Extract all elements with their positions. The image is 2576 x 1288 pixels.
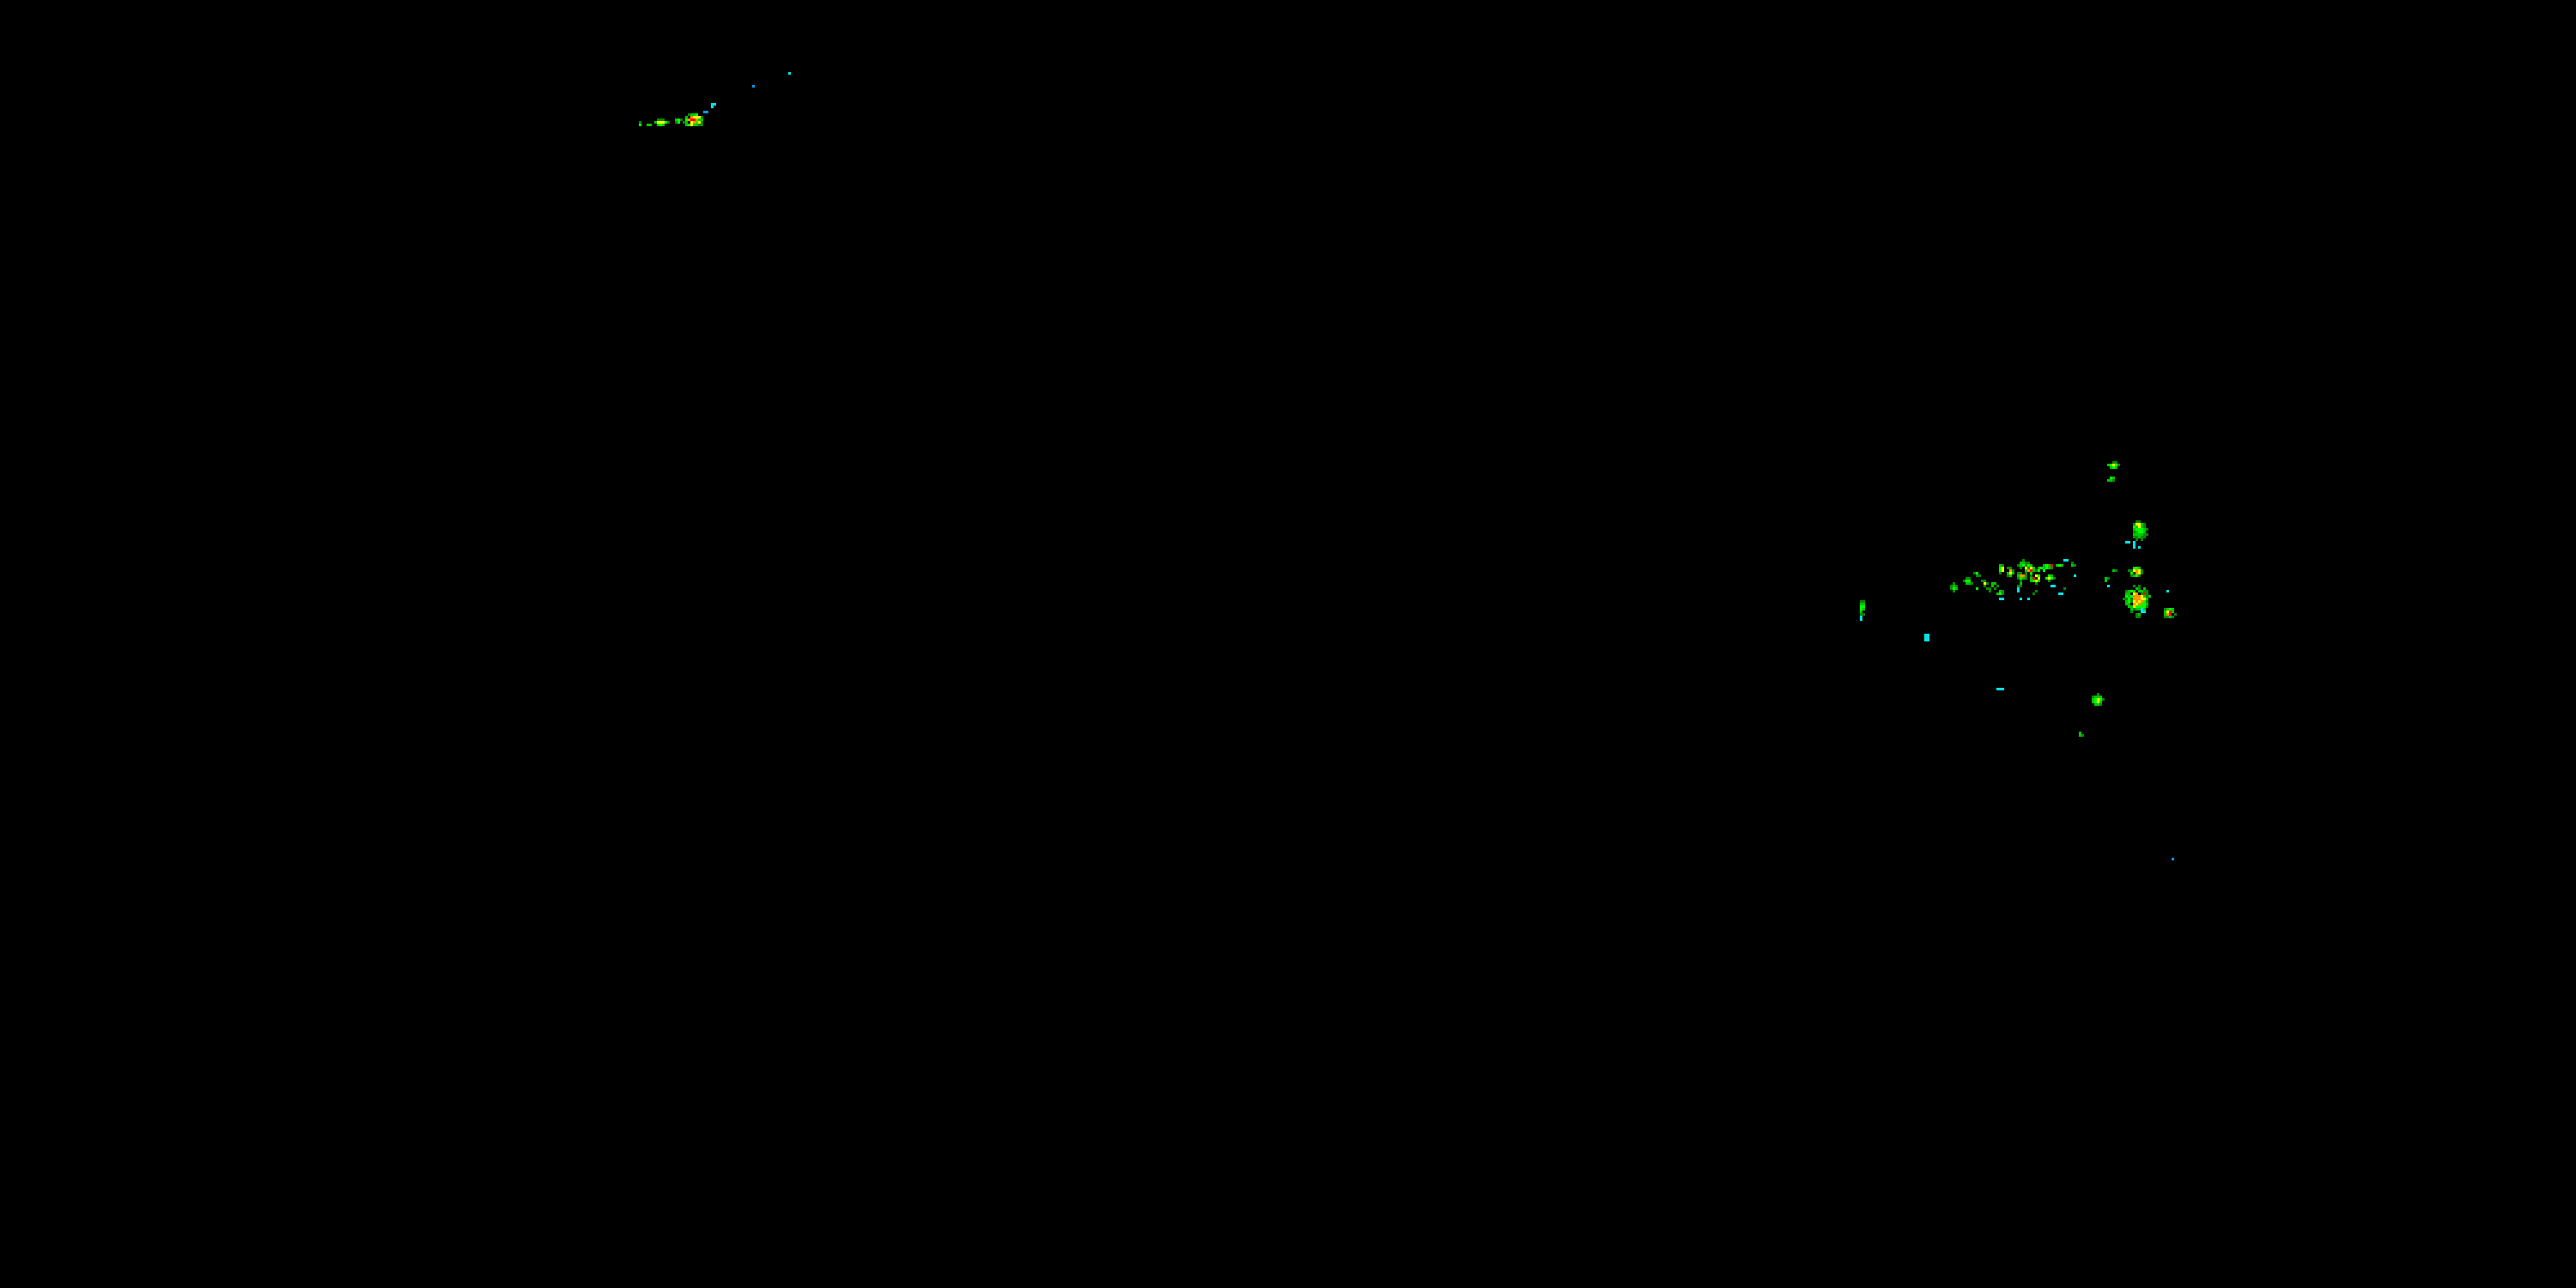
radar-echo xyxy=(2125,541,2141,549)
radar-echo xyxy=(639,121,641,126)
radar-echo xyxy=(752,85,755,88)
radar-echo xyxy=(2079,732,2084,737)
radar-echo xyxy=(1860,616,1862,621)
radar-echo xyxy=(2164,608,2177,618)
radar-echo xyxy=(703,111,708,113)
radar-echo xyxy=(2107,477,2115,482)
radar-echo xyxy=(1981,580,1989,587)
radar-echo xyxy=(2166,590,2169,592)
radar-echo xyxy=(2030,574,2040,585)
radar-echo xyxy=(1924,634,1929,641)
radar-echo xyxy=(1963,577,1973,585)
radar-echo xyxy=(2123,585,2151,616)
radar-echo xyxy=(2007,567,2014,577)
radar-echo xyxy=(2092,693,2105,706)
radar-echo xyxy=(2045,574,2056,582)
radar-echo xyxy=(2172,858,2174,860)
radar-echo xyxy=(2027,598,2030,600)
radar-echo xyxy=(1986,587,1991,592)
radar-echo xyxy=(683,113,703,126)
radar-echo xyxy=(2017,572,2027,582)
radar-echo xyxy=(675,118,683,124)
radar-echo xyxy=(2112,569,2117,572)
radar-echo xyxy=(1973,572,1981,577)
radar-echo xyxy=(2125,598,2133,603)
radar-echo xyxy=(1976,587,1978,590)
radar-echo xyxy=(2032,590,2038,595)
radar-echo xyxy=(788,72,791,75)
radar-echo xyxy=(2025,564,2038,574)
radar-echo xyxy=(2105,577,2110,582)
radar-echo xyxy=(2071,562,2076,567)
radar-echo xyxy=(2056,564,2063,567)
radar-echo xyxy=(654,118,670,126)
radar-echo xyxy=(1996,688,2004,690)
radar-echo xyxy=(1999,564,2004,574)
radar-echo xyxy=(2136,613,2141,618)
radar-echo xyxy=(2017,582,2022,587)
radar-echo xyxy=(2020,598,2022,600)
radar-echo xyxy=(2058,592,2063,595)
radar-echo xyxy=(2141,590,2146,595)
radar-echo xyxy=(647,124,652,126)
radar-echo xyxy=(2050,585,2056,587)
radar-echo xyxy=(2017,587,2020,592)
radar-echo xyxy=(2107,585,2110,587)
radar-echo xyxy=(2107,461,2120,469)
radar-echo xyxy=(1999,598,2004,600)
radar-echo xyxy=(2063,559,2069,562)
radar-echo xyxy=(1860,600,1865,616)
radar-echo xyxy=(2133,520,2141,528)
radar-echo xyxy=(1996,590,2004,595)
radar-echo xyxy=(1991,582,1999,590)
radar-echo xyxy=(711,103,716,108)
radar-echo xyxy=(2063,587,2066,590)
radar-echo xyxy=(2074,574,2076,577)
radar-echo xyxy=(2128,567,2143,577)
radar-echo xyxy=(2048,564,2053,569)
radar-echo xyxy=(1950,582,1958,592)
radar-echo xyxy=(2141,608,2146,613)
